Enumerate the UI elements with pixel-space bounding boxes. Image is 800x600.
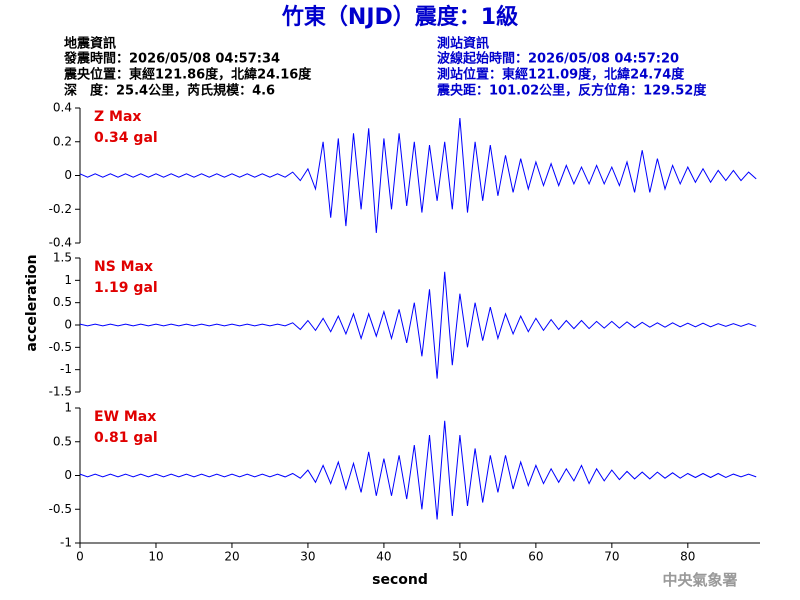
x-tick-label: 60 <box>528 550 543 564</box>
y-tick-label: 0 <box>64 468 72 482</box>
station-line: 波線起始時間：2026/05/08 04:57:20 <box>437 51 679 67</box>
y-tick-label: -0.5 <box>49 502 72 516</box>
footer: 中央氣象署 <box>662 571 737 589</box>
max-annotation: 1.19 gal <box>94 280 158 296</box>
y-tick-label: 0.5 <box>53 295 72 309</box>
x-tick-label: 10 <box>148 550 163 564</box>
max-annotation: 0.81 gal <box>94 430 158 446</box>
waveform <box>79 420 757 520</box>
y-axis-label: acceleration <box>24 254 40 351</box>
y-tick-label: 0 <box>64 168 72 182</box>
y-tick-label: 0.2 <box>53 134 72 148</box>
waveform <box>79 271 757 379</box>
y-tick-label: 1 <box>64 273 72 287</box>
max-annotation: EW Max <box>94 409 156 425</box>
y-tick-label: 0.4 <box>53 101 72 115</box>
y-tick-label: 0 <box>64 318 72 332</box>
x-tick-label: 0 <box>76 550 84 564</box>
y-tick-label: -0.5 <box>49 340 72 354</box>
x-tick-label: 40 <box>376 550 391 564</box>
x-tick-label: 20 <box>224 550 239 564</box>
event-heading: 地震資訊 <box>64 36 116 52</box>
max-annotation: 0.34 gal <box>94 130 158 146</box>
waveform <box>79 118 757 233</box>
event-line: 震央位置：東經121.86度，北緯24.16度 <box>63 67 312 83</box>
y-tick-label: -0.2 <box>49 202 72 216</box>
x-tick-label: 50 <box>452 550 467 564</box>
y-tick-label: -0.4 <box>49 236 72 250</box>
y-tick-label: 1.5 <box>53 251 72 265</box>
y-tick-label: -1.5 <box>49 385 72 399</box>
y-tick-label: -1 <box>60 362 72 376</box>
station-line: 測站位置：東經121.09度，北緯24.74度 <box>437 67 685 83</box>
chart-title: 竹東（NJD）震度：1級 <box>281 4 518 30</box>
station-heading: 測站資訊 <box>437 36 489 52</box>
event-line: 深 度：25.4公里，芮氏規模：4.6 <box>64 83 275 99</box>
x-tick-label: 80 <box>680 550 695 564</box>
station-line: 震央距：101.02公里，反方位角：129.52度 <box>436 83 707 99</box>
y-tick-label: -1 <box>60 536 72 550</box>
x-axis-label: second <box>372 572 428 588</box>
y-tick-label: 0.5 <box>53 434 72 448</box>
x-tick-label: 30 <box>300 550 315 564</box>
event-line: 發震時間：2026/05/08 04:57:34 <box>63 51 280 67</box>
max-annotation: NS Max <box>94 259 153 275</box>
y-tick-label: 1 <box>64 401 72 415</box>
x-tick-label: 70 <box>604 550 619 564</box>
max-annotation: Z Max <box>94 109 141 125</box>
